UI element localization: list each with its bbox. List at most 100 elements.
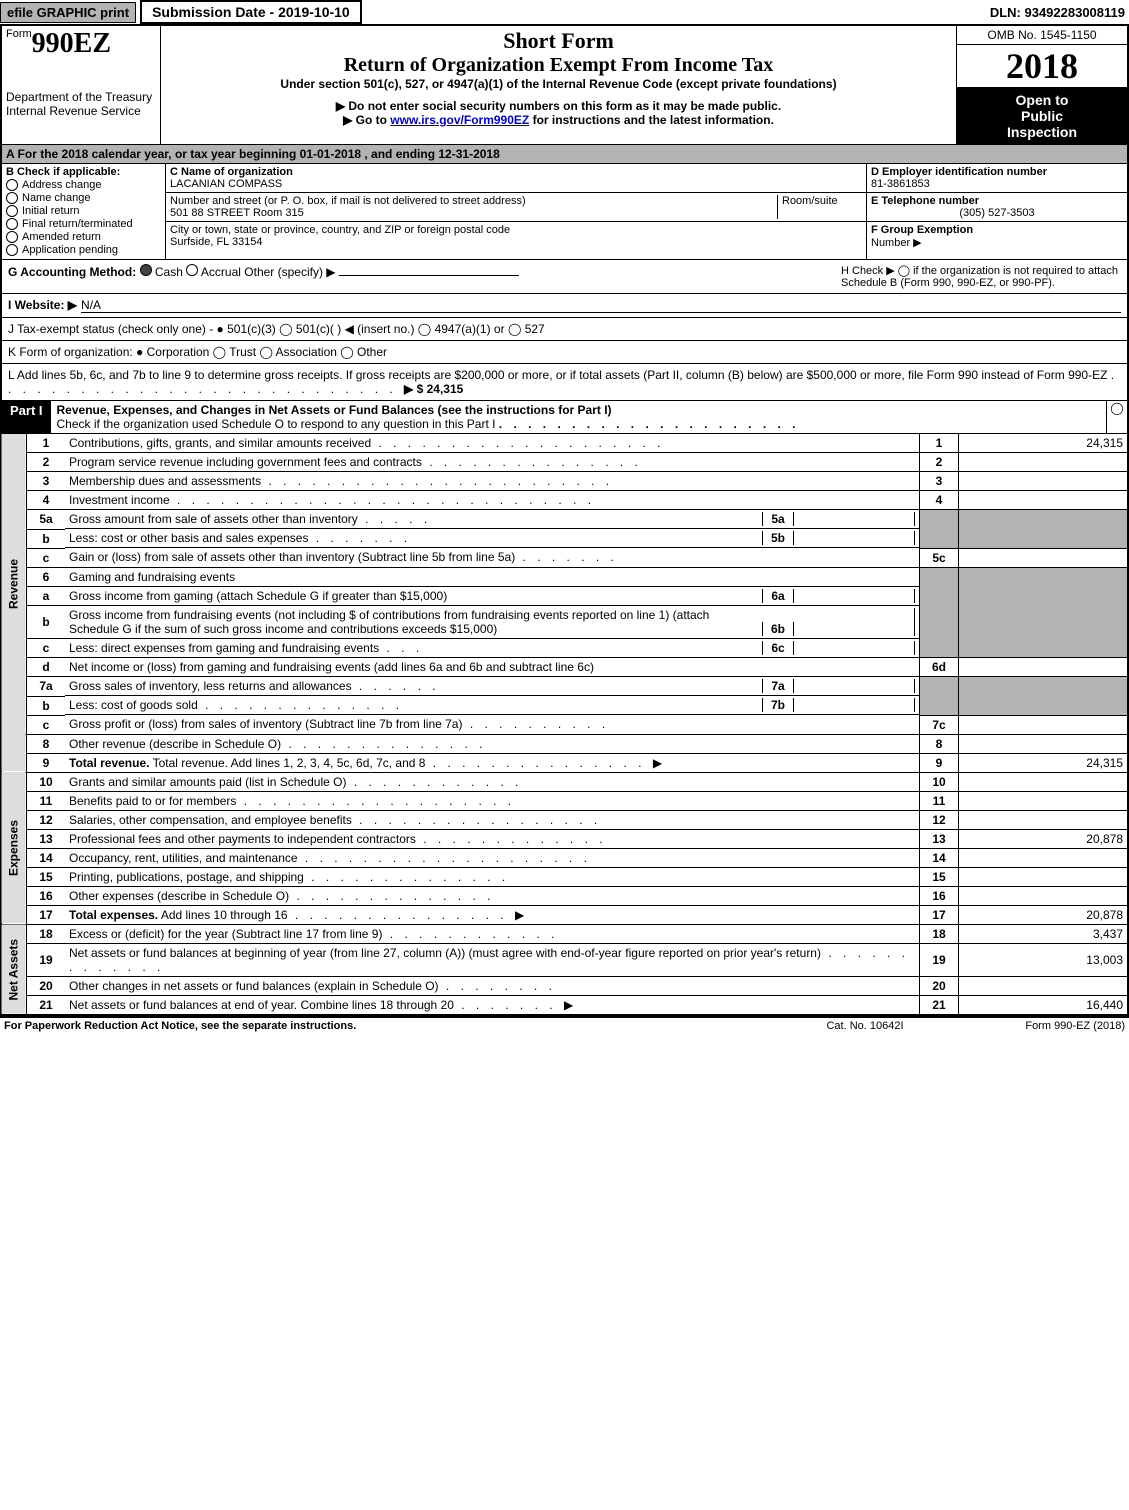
line-17: 17 Total expenses. Add lines 10 through … — [1, 905, 1128, 924]
efile-print-button[interactable]: efile GRAPHIC print — [0, 2, 136, 23]
part1-checkbox[interactable]: ◯ — [1106, 401, 1127, 433]
paperwork-notice: For Paperwork Reduction Act Notice, see … — [4, 1020, 765, 1032]
row-l-amount: ▶ $ 24,315 — [404, 382, 463, 396]
check-initial-return[interactable]: Initial return — [6, 205, 161, 217]
check-address-change[interactable]: Address change — [6, 179, 161, 191]
group-exemption-label: F Group Exemption — [871, 224, 973, 236]
irs-link[interactable]: www.irs.gov/Form990EZ — [390, 113, 529, 127]
line-19: 19 Net assets or fund balances at beginn… — [1, 943, 1128, 976]
radio-accrual[interactable] — [186, 264, 198, 276]
part1-title: Revenue, Expenses, and Changes in Net As… — [57, 403, 612, 417]
line-21-value: 16,440 — [959, 995, 1129, 1015]
tax-year: 2018 — [957, 45, 1127, 88]
line-7c: c Gross profit or (loss) from sales of i… — [1, 715, 1128, 734]
part1-header-row: Part I Revenue, Expenses, and Changes in… — [0, 401, 1129, 434]
org-name-label: C Name of organization — [170, 166, 862, 178]
row-g-h: G Accounting Method: Cash Accrual Other … — [0, 260, 1129, 294]
row-l: L Add lines 5b, 6c, and 7b to line 9 to … — [0, 364, 1129, 401]
under-section: Under section 501(c), 527, or 4947(a)(1)… — [167, 77, 950, 91]
line-5c: c Gain or (loss) from sale of assets oth… — [1, 548, 1128, 567]
section-b-label: B Check if applicable: — [6, 166, 161, 178]
dept-treasury: Department of the Treasury — [6, 90, 156, 104]
website-label: I Website: ▶ — [8, 298, 77, 313]
line-18: Net Assets 18 Excess or (deficit) for th… — [1, 924, 1128, 943]
section-def: D Employer identification number 81-3861… — [867, 164, 1127, 259]
radio-cash[interactable] — [140, 264, 152, 276]
line-9: 9 Total revenue. Total revenue. Add line… — [1, 753, 1128, 772]
line-11: 11 Benefits paid to or for members . . .… — [1, 791, 1128, 810]
line-2: 2 Program service revenue including gove… — [1, 453, 1128, 472]
dln-label: DLN: 93492283008119 — [990, 5, 1129, 20]
line-16: 16 Other expenses (describe in Schedule … — [1, 886, 1128, 905]
accounting-method-label: G Accounting Method: — [8, 265, 136, 279]
row-j: J Tax-exempt status (check only one) - ●… — [0, 318, 1129, 341]
group-exemption-number: Number ▶ — [871, 237, 922, 249]
title-box: Short Form Return of Organization Exempt… — [161, 26, 956, 144]
line-9-value: 24,315 — [959, 753, 1129, 772]
line-13: 13 Professional fees and other payments … — [1, 829, 1128, 848]
line-21: 21 Net assets or fund balances at end of… — [1, 995, 1128, 1015]
street-value: 501 88 STREET Room 315 — [170, 207, 777, 219]
check-final-return[interactable]: Final return/terminated — [6, 218, 161, 230]
info-grid: B Check if applicable: Address change Na… — [0, 164, 1129, 260]
line-17-value: 20,878 — [959, 905, 1129, 924]
check-name-change[interactable]: Name change — [6, 192, 161, 204]
row-l-text: L Add lines 5b, 6c, and 7b to line 9 to … — [8, 368, 1107, 382]
form-prefix: Form — [6, 28, 32, 40]
line-14: 14 Occupancy, rent, utilities, and maint… — [1, 848, 1128, 867]
row-k: K Form of organization: ● Corporation ◯ … — [0, 341, 1129, 364]
line-18-value: 3,437 — [959, 924, 1129, 943]
return-title: Return of Organization Exempt From Incom… — [167, 54, 950, 77]
street-label: Number and street (or P. O. box, if mail… — [170, 195, 777, 207]
part1-subtitle: Check if the organization used Schedule … — [57, 417, 496, 431]
tel-value: (305) 527-3503 — [871, 207, 1123, 219]
line-1: Revenue 1 Contributions, gifts, grants, … — [1, 434, 1128, 453]
line-13-value: 20,878 — [959, 829, 1129, 848]
room-suite-label: Room/suite — [777, 195, 862, 219]
line-6: 6 Gaming and fundraising events — [1, 567, 1128, 586]
line-12: 12 Salaries, other compensation, and emp… — [1, 810, 1128, 829]
line-1-value: 24,315 — [959, 434, 1129, 453]
expenses-side-label: Expenses — [1, 772, 27, 924]
line-6d: d Net income or (loss) from gaming and f… — [1, 658, 1128, 677]
line-15: 15 Printing, publications, postage, and … — [1, 867, 1128, 886]
city-label: City or town, state or province, country… — [170, 224, 862, 236]
form-header: Form990EZ Department of the Treasury Int… — [0, 24, 1129, 145]
netassets-side-label: Net Assets — [1, 924, 27, 1015]
revenue-side-label: Revenue — [1, 434, 27, 734]
page-footer: For Paperwork Reduction Act Notice, see … — [0, 1016, 1129, 1034]
omb-number: OMB No. 1545-1150 — [957, 26, 1127, 45]
row-a-calendar-year: A For the 2018 calendar year, or tax yea… — [0, 145, 1129, 164]
check-amended-return[interactable]: Amended return — [6, 231, 161, 243]
line-8: 8 Other revenue (describe in Schedule O)… — [1, 734, 1128, 753]
line-20: 20 Other changes in net assets or fund b… — [1, 976, 1128, 995]
cat-number: Cat. No. 10642I — [765, 1020, 965, 1032]
goto-link-line: ▶ Go to www.irs.gov/Form990EZ for instru… — [167, 113, 950, 127]
section-b: B Check if applicable: Address change Na… — [2, 164, 166, 259]
website-value: N/A — [81, 298, 1121, 313]
line-10: Expenses 10 Grants and similar amounts p… — [1, 772, 1128, 791]
row-i: I Website: ▶ N/A — [0, 294, 1129, 318]
row-h: H Check ▶ ◯ if the organization is not r… — [841, 264, 1121, 289]
line-7a: 7a Gross sales of inventory, less return… — [1, 677, 1128, 697]
form-number: 990EZ — [32, 28, 111, 59]
line-4: 4 Investment income . . . . . . . . . . … — [1, 491, 1128, 510]
part1-table: Revenue 1 Contributions, gifts, grants, … — [0, 434, 1129, 1016]
tel-label: E Telephone number — [871, 195, 1123, 207]
section-c: C Name of organization LACANIAN COMPASS … — [166, 164, 867, 259]
open-public-inspection: Open to Public Inspection — [957, 88, 1127, 144]
irs-label: Internal Revenue Service — [6, 104, 156, 118]
form-version: Form 990-EZ (2018) — [965, 1020, 1125, 1032]
submission-date-button[interactable]: Submission Date - 2019-10-10 — [140, 0, 362, 24]
tax-exempt-status: J Tax-exempt status (check only one) - ●… — [8, 322, 545, 336]
line-19-value: 13,003 — [959, 943, 1129, 976]
form-number-box: Form990EZ Department of the Treasury Int… — [2, 26, 161, 144]
city-value: Surfside, FL 33154 — [170, 236, 862, 248]
ein-label: D Employer identification number — [871, 166, 1123, 178]
part1-label: Part I — [2, 401, 51, 433]
org-name: LACANIAN COMPASS — [170, 178, 862, 190]
top-bar: efile GRAPHIC print Submission Date - 20… — [0, 0, 1129, 24]
check-application-pending[interactable]: Application pending — [6, 244, 161, 256]
ein-value: 81-3861853 — [871, 178, 1123, 190]
ssn-warning: ▶ Do not enter social security numbers o… — [167, 99, 950, 113]
